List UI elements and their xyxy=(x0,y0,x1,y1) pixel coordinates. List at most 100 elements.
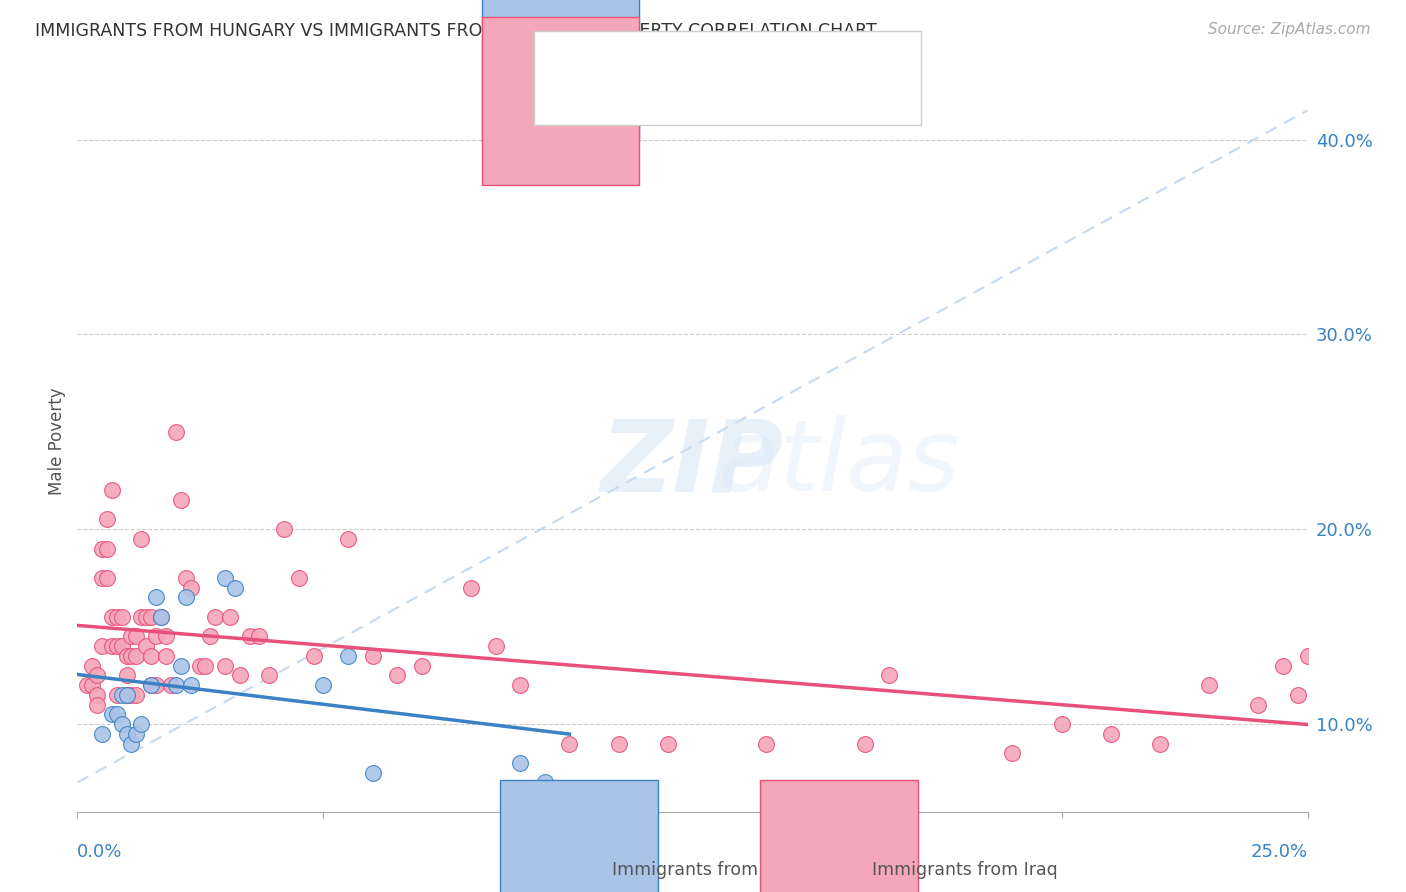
Point xyxy=(141,678,163,692)
Text: -0.060: -0.060 xyxy=(647,98,711,116)
Point xyxy=(259,668,281,682)
Point xyxy=(82,678,104,692)
Point xyxy=(141,648,163,663)
Point xyxy=(145,629,167,643)
Point xyxy=(125,727,148,741)
Point xyxy=(485,639,508,653)
Point xyxy=(86,668,108,682)
Point xyxy=(657,737,679,751)
Point xyxy=(188,658,212,673)
Point xyxy=(121,688,143,702)
Point xyxy=(121,737,143,751)
Point xyxy=(1001,746,1024,760)
Point xyxy=(1296,648,1319,663)
Point xyxy=(90,541,114,556)
Text: 25.0%: 25.0% xyxy=(1250,843,1308,861)
Point xyxy=(90,727,114,741)
Point xyxy=(1247,698,1270,712)
Point xyxy=(755,737,778,751)
Point xyxy=(125,688,148,702)
Text: R =: R = xyxy=(600,55,638,73)
Point xyxy=(105,688,128,702)
Point xyxy=(125,648,148,663)
Point xyxy=(121,629,143,643)
Point xyxy=(82,658,104,673)
Text: 24: 24 xyxy=(792,55,817,73)
Point xyxy=(129,717,153,731)
Point xyxy=(1099,727,1122,741)
Point xyxy=(150,610,173,624)
Point xyxy=(86,688,108,702)
Point xyxy=(607,737,630,751)
Point xyxy=(135,639,157,653)
Point xyxy=(214,658,236,673)
Point xyxy=(460,581,482,595)
Point xyxy=(129,532,153,546)
Point xyxy=(170,493,193,508)
Point xyxy=(150,610,173,624)
Point xyxy=(105,610,128,624)
Point xyxy=(125,629,148,643)
Text: 81: 81 xyxy=(792,98,817,116)
Point xyxy=(288,571,311,585)
Point xyxy=(361,648,384,663)
Point xyxy=(96,512,118,526)
Point xyxy=(337,532,360,546)
Point xyxy=(76,678,98,692)
Point xyxy=(385,668,409,682)
Point xyxy=(111,610,132,624)
Point xyxy=(200,629,222,643)
Point xyxy=(509,678,531,692)
Point xyxy=(121,648,143,663)
Point xyxy=(101,707,124,722)
Point xyxy=(105,639,128,653)
Point xyxy=(115,727,138,741)
Text: 0.0%: 0.0% xyxy=(77,843,122,861)
Point xyxy=(1149,737,1171,751)
Point xyxy=(174,591,197,605)
Point xyxy=(239,629,262,643)
Point xyxy=(249,629,271,643)
Text: atlas: atlas xyxy=(720,416,960,512)
Point xyxy=(509,756,531,770)
Point xyxy=(135,610,157,624)
Point xyxy=(160,678,183,692)
Text: Source: ZipAtlas.com: Source: ZipAtlas.com xyxy=(1208,22,1371,37)
Text: ZIP: ZIP xyxy=(600,416,785,512)
Point xyxy=(228,668,252,682)
Point xyxy=(96,541,118,556)
Point xyxy=(96,571,118,585)
Point xyxy=(155,648,177,663)
Point xyxy=(302,648,325,663)
Point xyxy=(224,581,246,595)
Point xyxy=(129,610,153,624)
Point xyxy=(312,678,335,692)
Point xyxy=(90,639,114,653)
Point xyxy=(101,483,124,498)
Point xyxy=(101,639,124,653)
Point xyxy=(361,765,384,780)
Point xyxy=(141,678,163,692)
Point xyxy=(174,571,197,585)
Point xyxy=(1272,658,1295,673)
Text: N =: N = xyxy=(738,55,778,73)
Point xyxy=(534,775,557,789)
Point xyxy=(111,639,132,653)
Point xyxy=(194,658,217,673)
Text: IMMIGRANTS FROM HUNGARY VS IMMIGRANTS FROM IRAQ MALE POVERTY CORRELATION CHART: IMMIGRANTS FROM HUNGARY VS IMMIGRANTS FR… xyxy=(35,22,877,40)
Text: Immigrants from Iraq: Immigrants from Iraq xyxy=(872,861,1057,879)
Point xyxy=(115,688,138,702)
Point xyxy=(115,648,138,663)
Point xyxy=(115,688,138,702)
Point xyxy=(86,698,108,712)
Point xyxy=(165,425,187,439)
Point xyxy=(155,629,177,643)
Text: Immigrants from Hungary: Immigrants from Hungary xyxy=(612,861,838,879)
Text: N =: N = xyxy=(738,98,778,116)
Point xyxy=(170,658,193,673)
Point xyxy=(273,522,295,536)
Point xyxy=(219,610,242,624)
Point xyxy=(180,581,202,595)
Text: R =: R = xyxy=(600,98,638,116)
Point xyxy=(1050,717,1073,731)
